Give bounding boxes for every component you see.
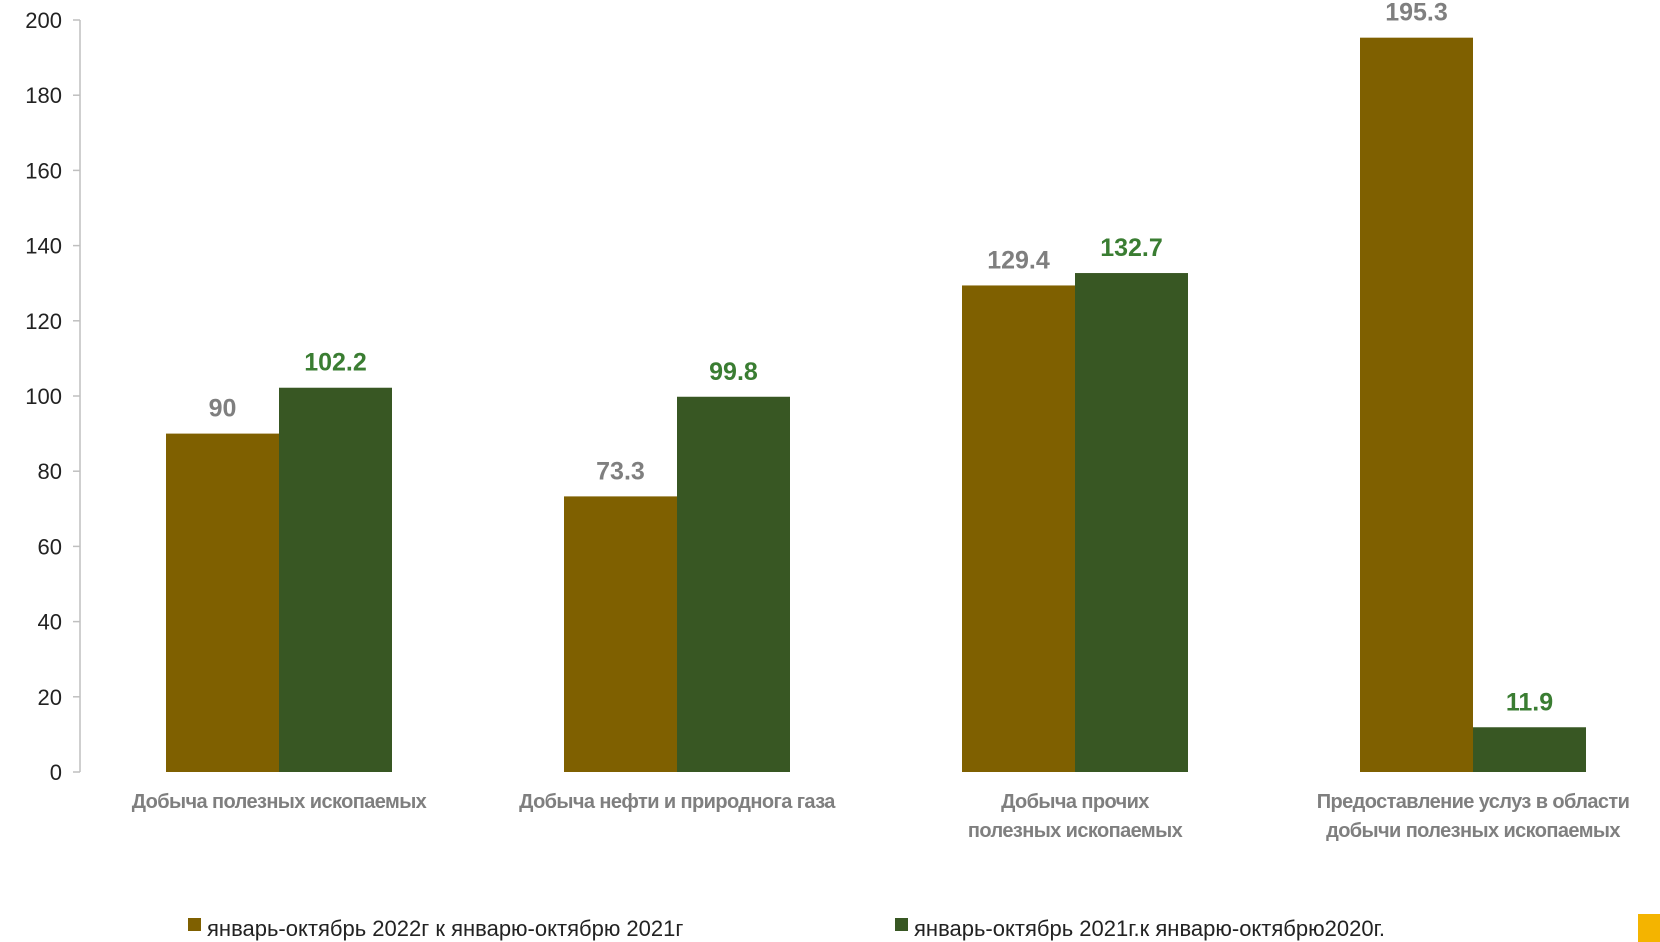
- y-tick-label: 140: [25, 234, 62, 259]
- y-tick-label: 120: [25, 309, 62, 334]
- y-tick-label: 160: [25, 158, 62, 183]
- y-tick-label: 200: [25, 8, 62, 33]
- category-label: Добыча прочих: [1001, 791, 1149, 813]
- bar-series-1-cat-3: [962, 285, 1075, 772]
- data-label: 195.3: [1385, 0, 1448, 27]
- category-label: Добыча нефти и природнога газа: [519, 791, 836, 813]
- bar-series-2-cat-2: [677, 396, 790, 772]
- bar-series-1-cat-4: [1360, 37, 1473, 773]
- legend-swatch: [188, 918, 201, 931]
- bar-series-2-cat-3: [1075, 273, 1188, 772]
- data-labels: 90 102.2 73.3 99.8 129.4 132.7 195.3 11.9: [209, 0, 1554, 716]
- bars: [166, 37, 1586, 773]
- data-label: 73.3: [596, 457, 645, 485]
- category-label: добычи полезных ископаемых: [1326, 820, 1620, 842]
- data-label: 129.4: [987, 246, 1050, 274]
- y-tick-label: 100: [25, 384, 62, 409]
- bar-series-1-cat-1: [166, 433, 279, 772]
- data-label: 99.8: [709, 358, 758, 386]
- data-label: 11.9: [1506, 688, 1553, 716]
- category-label: Предоставление услуз в области: [1317, 791, 1630, 813]
- data-label: 102.2: [304, 349, 367, 377]
- y-tick-label: 80: [38, 459, 62, 484]
- y-tick-label: 20: [38, 685, 62, 710]
- y-axis: 0 20 40 60 80 100 120 140 160 180 200: [25, 8, 81, 785]
- bar-series-2-cat-4: [1473, 727, 1586, 772]
- corner-mark: [1638, 914, 1660, 942]
- legend: январь-октябрь 2022г к январю-октябрю 20…: [188, 916, 1385, 941]
- y-tick-label: 60: [38, 534, 62, 559]
- legend-label: январь-октябрь 2022г к январю-октябрю 20…: [207, 916, 683, 941]
- y-tick-label: 0: [50, 760, 62, 785]
- legend-swatch: [895, 918, 908, 931]
- category-label: полезных ископаемых: [968, 820, 1183, 842]
- y-tick-label: 40: [38, 610, 62, 635]
- y-tick-label: 180: [25, 83, 62, 108]
- bar-series-2-cat-1: [279, 387, 392, 772]
- legend-label: январь-октябрь 2021г.к январю-октябрю202…: [914, 916, 1385, 941]
- bar-series-1-cat-2: [564, 496, 677, 772]
- category-label: Добыча полезных ископаемых: [132, 791, 427, 813]
- data-label: 132.7: [1100, 234, 1163, 262]
- category-labels: Добыча полезных ископаемых Добыча нефти и…: [132, 791, 1630, 842]
- data-label: 90: [209, 395, 237, 423]
